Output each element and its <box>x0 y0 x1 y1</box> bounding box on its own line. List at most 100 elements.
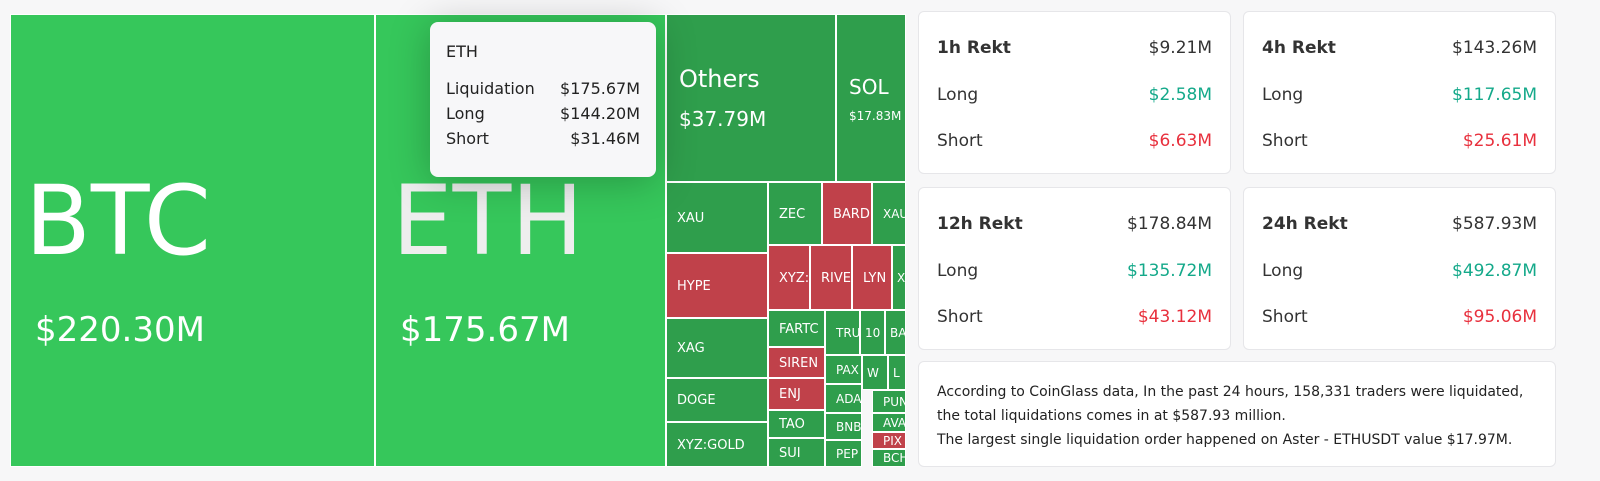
tile-value: $17.83M <box>849 109 902 123</box>
tile-label: ENJ <box>779 387 801 402</box>
treemap-tile[interactable]: TRU <box>825 310 860 355</box>
treemap-tile[interactable]: BA <box>885 310 906 355</box>
treemap-tile[interactable]: ZEC <box>768 182 822 245</box>
card-header: 24h Rekt $587.93M <box>1262 214 1537 234</box>
treemap-tile[interactable]: FARTC <box>768 310 825 347</box>
tile-label: XAU <box>883 206 906 221</box>
card-row: Short $6.63M <box>937 131 1212 151</box>
treemap-tile[interactable]: BARD <box>822 182 872 245</box>
treemap-tile[interactable]: BCH <box>872 449 906 467</box>
treemap-tile[interactable]: SOL $17.83M <box>836 14 906 182</box>
tile-label: L <box>893 365 900 380</box>
treemap-tile[interactable]: X <box>892 245 906 310</box>
rekt-card: 4h Rekt $143.26M Long $117.65M Short $25.61M <box>1243 11 1556 174</box>
treemap-tile[interactable]: DOGE <box>666 378 768 422</box>
tile-value: $175.67M <box>400 310 570 350</box>
treemap-tile[interactable]: PIX <box>872 432 906 449</box>
tooltip-row: Liquidation $175.67M <box>446 79 640 98</box>
card-row-value: $2.58M <box>1148 85 1212 105</box>
treemap-tile[interactable]: W <box>862 355 888 390</box>
tooltip-value: $31.46M <box>570 129 640 148</box>
tile-value: $37.79M <box>679 107 767 131</box>
treemap-tile[interactable]: XYZ: <box>768 245 810 310</box>
tile-label: ZEC <box>779 206 806 222</box>
card-row-value: $25.61M <box>1462 131 1537 151</box>
card-row: Long $135.72M <box>937 261 1212 281</box>
tooltip-label: Liquidation <box>446 79 535 98</box>
tile-label: AVA <box>883 415 906 430</box>
tile-label: PAX <box>836 362 859 377</box>
card-row-label: Short <box>937 131 983 151</box>
card-header: 4h Rekt $143.26M <box>1262 38 1537 58</box>
treemap-tile[interactable]: PAX <box>825 355 862 384</box>
summary-text: According to CoinGlass data, In the past… <box>937 384 1524 424</box>
card-total: $178.84M <box>1127 214 1212 234</box>
card-row-value: $43.12M <box>1137 307 1212 327</box>
treemap-tile[interactable]: PUN <box>872 390 906 413</box>
tile-label: TRU <box>836 325 860 340</box>
card-row: Short $25.61M <box>1262 131 1537 151</box>
tile-label: RIVE <box>821 270 851 286</box>
treemap-tile[interactable]: Others $37.79M <box>666 14 836 182</box>
treemap-tile[interactable]: BNB <box>825 413 862 440</box>
tooltip-label: Short <box>446 129 489 148</box>
treemap-tile[interactable]: ADA <box>825 384 862 413</box>
treemap-tile[interactable]: TAO <box>768 410 825 438</box>
treemap-tile[interactable]: XAU <box>872 182 906 245</box>
tile-label: XYZ: <box>779 270 810 286</box>
treemap-tile[interactable]: L <box>888 355 906 390</box>
tile-label: SUI <box>779 445 801 461</box>
treemap-tile[interactable]: SIREN <box>768 347 825 378</box>
tile-label: LYN <box>863 270 887 286</box>
card-row: Long $2.58M <box>937 85 1212 105</box>
tile-label: PUN <box>883 394 906 409</box>
card-title: 4h Rekt <box>1262 38 1336 58</box>
tooltip-row: Long $144.20M <box>446 104 640 123</box>
card-total: $587.93M <box>1452 214 1537 234</box>
tile-label: ETH <box>392 165 584 277</box>
treemap-tile[interactable]: XAG <box>666 318 768 378</box>
treemap-tile[interactable]: XYZ:GOLD <box>666 422 768 467</box>
treemap-tile[interactable]: LYN <box>852 245 892 310</box>
treemap-tile[interactable]: XAU <box>666 182 768 253</box>
tile-label: SOL <box>849 75 889 99</box>
tile-label: ADA <box>836 391 862 406</box>
card-row-label: Long <box>937 261 979 281</box>
card-header: 12h Rekt $178.84M <box>937 214 1212 234</box>
card-row-value: $492.87M <box>1452 261 1537 281</box>
treemap-tile[interactable]: HYPE <box>666 253 768 318</box>
tile-label: DOGE <box>677 393 716 408</box>
tile-label: 10 <box>865 325 881 340</box>
card-row-label: Long <box>1262 261 1304 281</box>
treemap-tile[interactable]: PEP <box>825 440 862 467</box>
tile-label: Others <box>679 65 760 93</box>
tile-label: BA <box>890 325 906 340</box>
tile-label: X <box>897 270 906 285</box>
card-title: 24h Rekt <box>1262 214 1348 234</box>
card-row-value: $117.65M <box>1452 85 1537 105</box>
card-row: Long $117.65M <box>1262 85 1537 105</box>
treemap-tile[interactable]: SUI <box>768 438 825 467</box>
rekt-card: 1h Rekt $9.21M Long $2.58M Short $6.63M <box>918 11 1231 174</box>
tile-label: XAU <box>677 210 705 226</box>
tile-label: PEP <box>836 446 859 461</box>
card-total: $9.21M <box>1148 38 1212 58</box>
card-total: $143.26M <box>1452 38 1537 58</box>
treemap-tile[interactable]: ENJ <box>768 378 825 410</box>
tile-label: HYPE <box>677 278 711 294</box>
treemap-tile[interactable]: RIVE <box>810 245 852 310</box>
tile-label: BNB <box>836 419 862 434</box>
treemap-tile[interactable]: 10 <box>860 310 885 355</box>
treemap-tile[interactable]: BTC $220.30M <box>10 14 375 467</box>
tile-label: PIX <box>883 433 902 448</box>
tile-label: TAO <box>779 417 805 432</box>
treemap-tile[interactable]: AVA <box>872 413 906 432</box>
tooltip: ETH Liquidation $175.67M Long $144.20M Short… <box>430 22 656 177</box>
card-header: 1h Rekt $9.21M <box>937 38 1212 58</box>
card-row-value: $135.72M <box>1127 261 1212 281</box>
card-row-label: Short <box>1262 307 1308 327</box>
tile-label: W <box>867 365 879 380</box>
summary: According to CoinGlass data, In the past… <box>918 361 1556 467</box>
card-row-value: $95.06M <box>1462 307 1537 327</box>
